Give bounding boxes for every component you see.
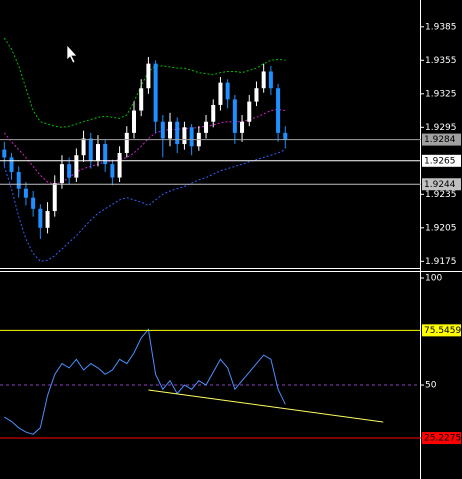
y-tick-label: 50 <box>425 381 437 391</box>
level-label: 25.2275 <box>424 434 461 444</box>
candle-body <box>211 104 216 122</box>
candle-body <box>276 88 281 133</box>
candle-body <box>283 132 288 140</box>
candle-body <box>204 121 209 133</box>
candle-body <box>146 63 151 89</box>
candle-body <box>31 197 36 209</box>
y-tick-label: 1.9325 <box>425 89 457 99</box>
y-tick-label: 1.9295 <box>425 123 457 133</box>
level-box <box>422 178 461 191</box>
candle-body <box>268 71 273 89</box>
candle-body <box>16 171 21 189</box>
level-label: 1.9284 <box>424 135 456 145</box>
candle-body <box>153 63 158 122</box>
candle-body <box>38 208 43 228</box>
candle-body <box>67 164 72 178</box>
candle-body <box>247 101 252 122</box>
y-tick-label: 1.9205 <box>425 223 457 233</box>
series-line <box>3 108 286 185</box>
candle-body <box>9 157 14 172</box>
candle-body <box>175 121 180 145</box>
candle-body <box>218 82 223 105</box>
series-line <box>4 328 286 435</box>
level-box <box>422 133 461 146</box>
level-label: 1.9265 <box>424 156 456 166</box>
candle-body <box>232 99 237 133</box>
level-box <box>422 324 461 337</box>
candle-body <box>117 152 122 178</box>
series-line <box>3 37 286 128</box>
trendline <box>148 389 384 423</box>
y-tick-label: 1.9175 <box>425 257 457 267</box>
candle-body <box>261 71 266 89</box>
candle-body <box>45 211 50 228</box>
candle-body <box>110 164 115 178</box>
candle-body <box>225 82 230 100</box>
mouse-cursor <box>66 44 78 64</box>
candle-body <box>52 183 57 212</box>
level-label: 1.9244 <box>424 180 456 190</box>
candle-body <box>240 121 245 133</box>
candle-body <box>88 138 93 161</box>
y-tick-label: 1.9385 <box>425 22 457 32</box>
candle-body <box>74 155 79 178</box>
candle-body <box>168 121 173 139</box>
y-tick-label: 1.9355 <box>425 56 457 66</box>
y-tick-label: 100 <box>425 273 442 283</box>
candle-body <box>103 144 108 165</box>
level-box <box>422 432 461 445</box>
y-tick-label: 1.9235 <box>425 190 457 200</box>
candle-body <box>81 138 86 156</box>
candle-body <box>124 132 129 153</box>
candle-body <box>139 88 144 111</box>
candle-body <box>95 144 100 161</box>
candle-body <box>59 164 64 184</box>
candle-body <box>254 88 259 102</box>
candle-body <box>160 121 165 139</box>
candle-body <box>131 110 136 133</box>
candle-body <box>2 149 7 158</box>
level-label: 75.5459 <box>424 326 461 336</box>
candle-body <box>23 188 28 198</box>
candle-body <box>182 127 187 145</box>
candle-body <box>189 127 194 147</box>
level-box <box>422 154 461 167</box>
